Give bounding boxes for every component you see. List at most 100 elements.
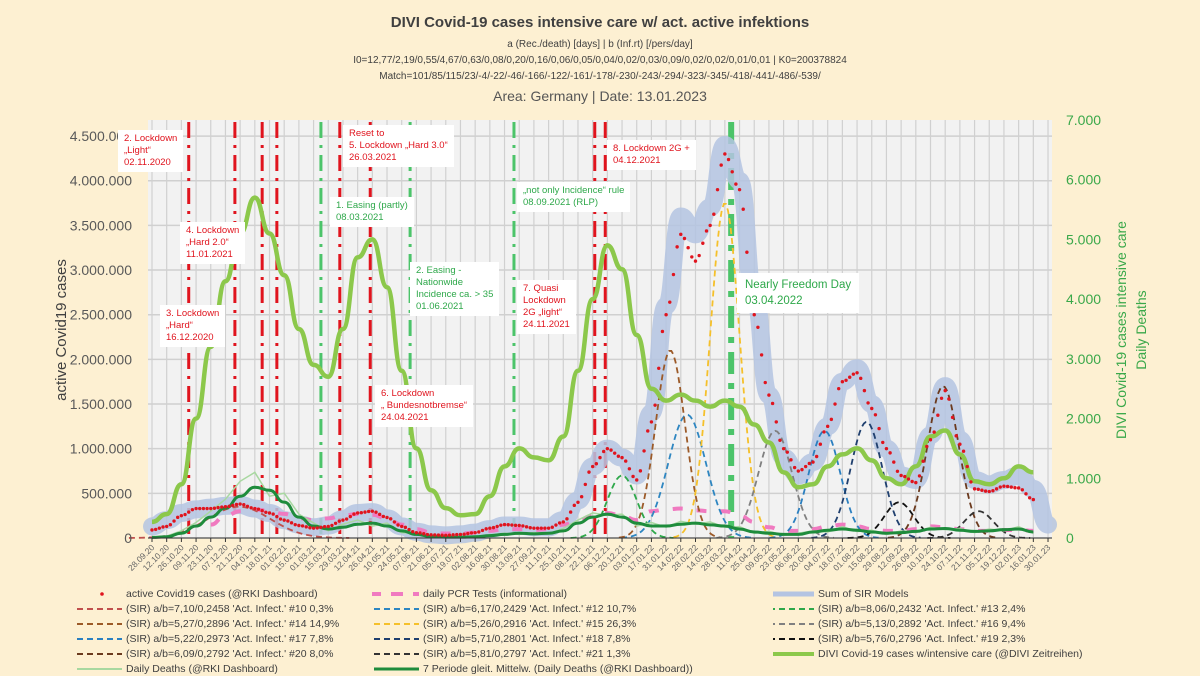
active-cases-point (917, 474, 922, 478)
active-cases-point (168, 523, 173, 527)
right-tick-label: 7.000 (1066, 112, 1101, 128)
active-cases-point (789, 458, 793, 462)
active-cases-point (998, 485, 1002, 489)
active-cases-point (785, 450, 789, 454)
active-cases-point (939, 396, 944, 401)
active-cases-point (590, 464, 595, 469)
active-cases-point (319, 525, 323, 529)
legend-label: (SIR) a/b=5,76/0,2796 'Act. Infect.' #19… (818, 633, 1026, 645)
active-cases-point (686, 246, 690, 250)
annotation-line: Incidence ca. > 35 (416, 289, 494, 300)
active-cases-point (770, 401, 775, 406)
active-cases-point (377, 512, 382, 517)
active-cases-point (286, 519, 290, 523)
active-cases-point (649, 420, 654, 424)
active-cases-point (1031, 497, 1036, 502)
legend-item: Sum of SIR Models (773, 587, 908, 601)
active-cases-point (635, 478, 639, 482)
annotation-line: 2. Lockdown (124, 133, 178, 144)
active-cases-point (928, 438, 933, 442)
right-axis-title: DIVI Covid-19 cases intensive care (1113, 221, 1129, 439)
active-cases-point (521, 524, 525, 528)
active-cases-point (187, 510, 191, 514)
active-cases-point (271, 512, 275, 516)
active-cases-point (965, 464, 969, 469)
active-cases-point (612, 451, 617, 455)
legend-item: (SIR) a/b=6,17/0,2429 'Act. Infect.' #12… (372, 602, 636, 616)
active-cases-point (388, 517, 393, 521)
active-cases-point (469, 531, 474, 535)
legend-item: (SIR) a/b=5,71/0,2801 'Act. Infect.' #18… (372, 632, 630, 646)
active-cases-point (532, 526, 536, 530)
active-cases-point (679, 232, 683, 237)
active-cases-point (690, 255, 694, 259)
annotation-line: 2. Easing - (416, 265, 462, 276)
active-cases-point (936, 413, 940, 417)
annotation-line: 2G „light“ (523, 307, 563, 318)
legend-label: 7 Periode gleit. Mittelw. (Daily Deaths … (423, 663, 693, 675)
active-cases-point (704, 229, 709, 233)
active-cases-point (587, 470, 591, 474)
left-tick-label: 0 (124, 530, 132, 546)
active-cases-point (546, 526, 551, 530)
active-cases-point (164, 524, 169, 529)
left-axis-title: active Covid19 cases (53, 259, 70, 401)
active-cases-point (513, 523, 518, 528)
legend-item: 7 Periode gleit. Mittelw. (Daily Deaths … (372, 662, 693, 676)
area-date: Area: Germany | Date: 13.01.2023 (493, 88, 707, 104)
active-cases-point (796, 469, 801, 473)
active-cases-point (557, 521, 562, 525)
active-cases-point (1020, 488, 1025, 492)
active-cases-point (763, 380, 767, 385)
annotation-box: „not only Incidence“ rule 08.09.2021 (RLP… (517, 182, 631, 212)
active-cases-point (499, 523, 503, 527)
annotation-line: 8. Lockdown 2G + (613, 143, 690, 154)
right-axis-title-2: Daily Deaths (1133, 290, 1149, 369)
active-cases-point (385, 515, 389, 520)
active-cases-point (616, 454, 621, 458)
legend-label: (SIR) a/b=5,81/0,2797 'Act. Infect.' #21… (423, 648, 631, 660)
active-cases-point (194, 506, 198, 511)
active-cases-point (895, 469, 900, 473)
active-cases-point (462, 532, 466, 536)
left-tick-label: 3.000.000 (70, 262, 132, 278)
active-cases-point (539, 526, 543, 530)
active-cases-point (646, 429, 650, 433)
legend-item: (SIR) a/b=5,22/0,2973 'Act. Infect.' #17… (62, 632, 333, 646)
active-cases-point (620, 455, 624, 460)
active-cases-point (807, 461, 812, 466)
annotation-line: 04.12.2021 (613, 155, 661, 166)
chart-subtitle-i0: I0=12,77/2,19/0,55/4,67/0,63/0,08/0,20/0… (353, 55, 847, 66)
active-cases-point (161, 525, 165, 529)
active-cases-point (517, 523, 521, 528)
annotation-line: 4. Lockdown (186, 225, 240, 236)
legend-item: (SIR) a/b=7,10/0,2458 'Act. Infect.' #10… (62, 602, 333, 616)
legend-marker-icon (773, 591, 814, 597)
active-cases-point (954, 434, 958, 438)
active-cases-point (220, 505, 224, 509)
active-cases-point (150, 528, 154, 532)
active-cases-point (767, 393, 771, 397)
active-cases-point (950, 415, 955, 420)
left-tick-label: 2.500.000 (70, 307, 132, 323)
active-cases-point (381, 514, 386, 519)
active-cases-point (932, 430, 936, 434)
active-cases-point (433, 533, 437, 537)
active-cases-point (330, 523, 334, 528)
series-sir-model-4 (673, 203, 777, 539)
legend-marker-icon (100, 592, 104, 596)
active-cases-point (624, 459, 628, 463)
legend-label: (SIR) a/b=5,26/0,2916 'Act. Infect.' #15… (423, 618, 637, 630)
annotation-line: 01.06.2021 (416, 301, 464, 312)
annotation-line: 03.04.2022 (745, 295, 803, 307)
active-cases-point (811, 460, 815, 464)
active-cases-point (422, 532, 426, 536)
series-sir-model-9 (887, 385, 998, 539)
active-cases-point (657, 366, 661, 370)
active-cases-point (642, 449, 646, 453)
annotation-box: 1. Easing (partly) 08.03.2021 (330, 197, 414, 227)
active-cases-point (693, 259, 698, 263)
active-cases-point (436, 533, 441, 537)
active-cases-point (925, 444, 929, 449)
annotation-box: 7. Quasi Lockdown 2G „light“ 24.11.2021 (517, 280, 576, 334)
